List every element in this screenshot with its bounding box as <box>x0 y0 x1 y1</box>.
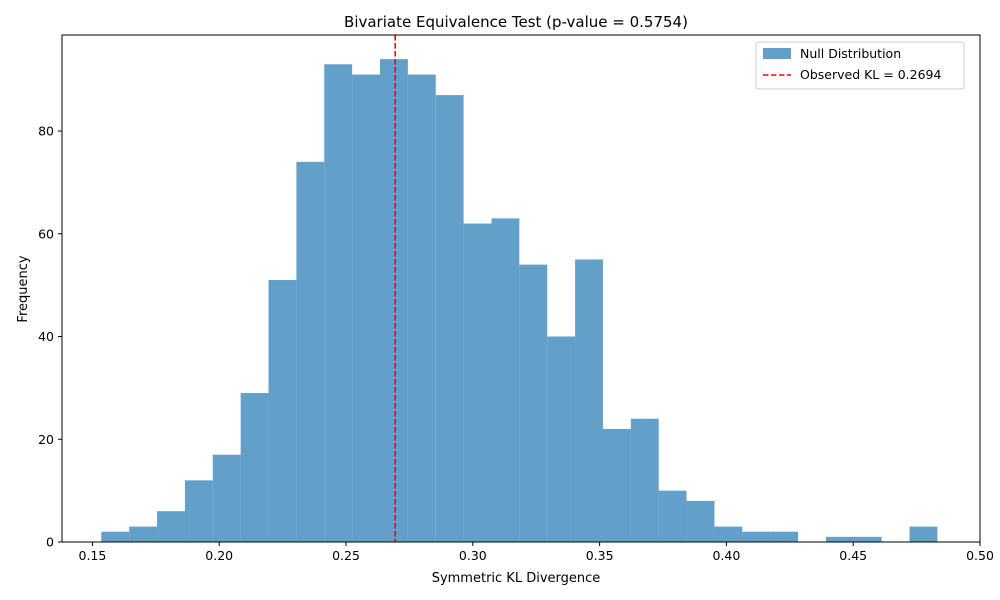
y-tick-label: 40 <box>38 329 54 344</box>
histogram-bar <box>853 536 882 542</box>
x-axis-label: Symmetric KL Divergence <box>432 571 601 586</box>
histogram-bar <box>658 490 687 542</box>
histogram-bar <box>380 59 408 543</box>
y-tick-label: 0 <box>46 535 54 550</box>
x-tick-label: 0.50 <box>966 548 994 563</box>
x-tick-label: 0.20 <box>205 548 233 563</box>
histogram-bar <box>240 393 269 542</box>
chart-title: Bivariate Equivalence Test (p-value = 0.… <box>344 13 688 31</box>
histogram-bar <box>825 536 854 542</box>
histogram-bar <box>296 161 325 542</box>
y-tick-label: 60 <box>38 226 54 241</box>
legend-label-null-distribution: Null Distribution <box>800 46 901 61</box>
histogram-bars <box>101 59 938 543</box>
axes-frame <box>61 34 981 543</box>
y-tick-label: 80 <box>38 124 54 139</box>
x-tick-label: 0.40 <box>712 548 740 563</box>
histogram-bar <box>742 531 771 542</box>
histogram-bar <box>519 264 548 542</box>
histogram-bar <box>770 531 799 542</box>
histogram-bar <box>463 223 492 542</box>
legend-swatch-null-distribution <box>763 48 791 59</box>
x-axis-ticks: 0.15 0.20 0.25 0.30 0.35 0.40 0.45 0.50 <box>79 542 994 563</box>
histogram-bar <box>101 531 130 542</box>
y-axis-ticks: 0 20 40 60 80 <box>38 124 62 550</box>
histogram-bar <box>575 259 603 542</box>
y-axis-label: Frequency <box>16 255 31 322</box>
histogram-bar <box>407 74 436 542</box>
legend-label-observed-kl: Observed KL = 0.2694 <box>800 67 941 82</box>
histogram-bar <box>129 526 158 542</box>
histogram-bar <box>714 526 743 542</box>
histogram-bar <box>352 74 381 542</box>
x-tick-label: 0.25 <box>332 548 360 563</box>
histogram-bar <box>157 511 185 542</box>
histogram-bar <box>212 454 241 542</box>
histogram-bar <box>184 480 213 542</box>
histogram-bar <box>435 95 464 542</box>
legend-box <box>755 41 965 90</box>
histogram-bar <box>909 526 938 542</box>
histogram-bar <box>630 418 659 542</box>
histogram-bar <box>547 336 576 542</box>
x-tick-label: 0.15 <box>79 548 107 563</box>
histogram-bar <box>686 500 715 542</box>
histogram-bar <box>268 280 297 542</box>
histogram-bar <box>602 428 631 542</box>
y-tick-label: 20 <box>38 432 54 447</box>
x-tick-label: 0.35 <box>586 548 614 563</box>
x-tick-label: 0.45 <box>839 548 867 563</box>
histogram-bar <box>491 218 520 542</box>
histogram-bar <box>324 64 353 542</box>
x-tick-label: 0.30 <box>459 548 487 563</box>
legend: Null Distribution Observed KL = 0.2694 <box>755 41 965 90</box>
